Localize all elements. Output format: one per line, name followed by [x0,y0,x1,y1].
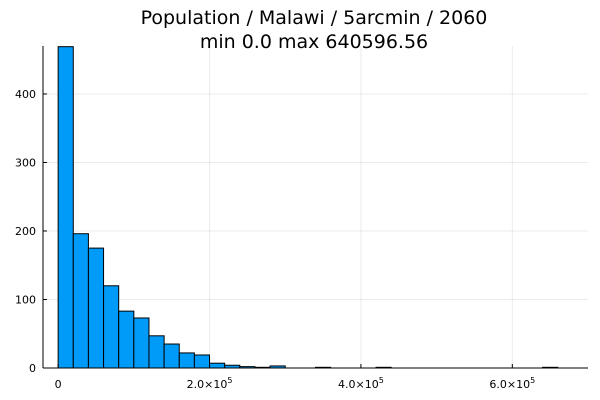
chart-title-line-1: Population / Malawi / 5arcmin / 2060 [141,7,488,29]
x-tick-label: 0 [55,378,62,391]
y-tick-label: 400 [15,88,36,101]
y-tick-label: 200 [15,225,36,238]
histogram-bar [72,233,89,369]
histogram-bar [133,317,150,369]
x-tick-label: 6.0×105 [489,376,535,391]
x-tick-label-exponent: 5 [530,376,535,385]
histogram-bar [148,335,165,369]
chart-title-line-2: min 0.0 max 640596.56 [200,31,428,53]
x-tick-label: 4.0×105 [338,376,384,391]
histogram-bar [193,354,211,369]
x-tick-label-exponent: 5 [379,376,384,385]
y-tick-label: 300 [15,156,36,169]
x-tick-label-base: 4.0×10 [338,378,379,391]
histogram-bar [163,343,180,369]
x-tick-label-exponent: 5 [227,376,232,385]
axes [42,46,588,369]
histogram-bar [178,352,195,369]
y-tick-label: 100 [15,293,36,306]
histogram-bars [57,46,559,369]
histogram-bar [103,285,120,369]
histogram-bar [118,310,135,369]
x-tick-label-base: 0 [55,378,62,391]
y-tick-label: 0 [29,362,36,375]
x-tick-label-base: 2.0×10 [187,378,228,391]
histogram-bar [57,46,74,369]
x-tick-label-base: 6.0×10 [489,378,530,391]
histogram-bar [209,362,226,369]
x-tick-label: 2.0×105 [187,376,233,391]
histogram-bar [87,247,105,369]
